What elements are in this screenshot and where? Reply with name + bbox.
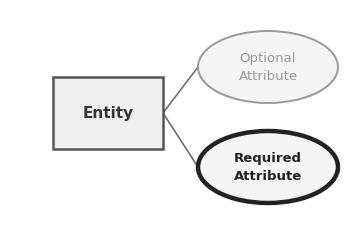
Text: Entity: Entity — [83, 106, 134, 121]
Bar — [53, 78, 163, 149]
Ellipse shape — [198, 131, 338, 203]
Ellipse shape — [198, 32, 338, 104]
Text: Optional
Attribute: Optional Attribute — [239, 52, 298, 83]
Text: Required
Attribute: Required Attribute — [234, 152, 302, 183]
